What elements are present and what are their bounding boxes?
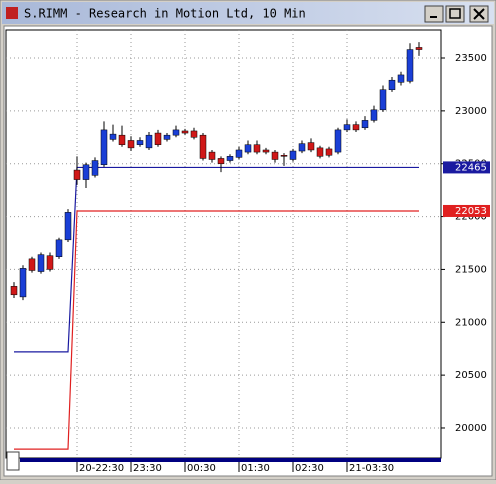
candle-body — [397, 74, 405, 83]
candle-body — [406, 49, 414, 82]
scroll-bar[interactable] — [20, 458, 441, 462]
candle-body — [352, 124, 360, 131]
candle-body — [253, 144, 261, 153]
y-tick-label: 21000 — [455, 317, 487, 328]
candle-body — [28, 258, 36, 271]
price-marker-label: 22053 — [455, 206, 487, 217]
x-tick-label: 20-22:30 — [79, 463, 124, 474]
maximize-icon — [449, 8, 461, 19]
candle-body — [262, 149, 270, 153]
candle-body — [298, 143, 306, 152]
minimize-button[interactable] — [424, 5, 444, 23]
candle-body — [100, 129, 108, 166]
price-marker — [443, 204, 490, 217]
y-tick-label: 22000 — [455, 212, 487, 223]
candle-body — [244, 144, 252, 153]
candle-body — [415, 47, 423, 50]
candle-body — [73, 169, 81, 180]
candle-body — [343, 124, 351, 131]
plot-area — [5, 29, 442, 459]
candle-body — [217, 158, 225, 164]
chart: 2000020500210002150022000225002300023500… — [6, 30, 490, 474]
candle-body — [10, 286, 18, 296]
candle-body — [136, 140, 144, 145]
candle-body — [127, 140, 135, 149]
candle-body — [91, 160, 99, 176]
y-tick-label: 20000 — [455, 423, 487, 434]
x-tick-label: 01:30 — [241, 463, 270, 474]
price-marker-label: 22465 — [455, 162, 487, 173]
candle-body — [46, 255, 54, 270]
candle-body — [181, 130, 189, 134]
y-tick-label: 23000 — [455, 106, 487, 117]
chart-title: S.RIMM - Research in Motion Ltd, 10 Min — [24, 7, 306, 21]
candle-body — [55, 239, 63, 257]
candle-body — [154, 132, 162, 145]
candle-body — [19, 268, 27, 298]
x-tick-label: 00:30 — [187, 463, 216, 474]
candle-body — [37, 254, 45, 272]
level-line — [14, 210, 419, 450]
candle-body — [325, 148, 333, 156]
candle-body — [163, 134, 171, 140]
candle-body — [208, 151, 216, 160]
candle-body — [316, 147, 324, 157]
close-icon — [473, 8, 485, 20]
candle-body — [118, 134, 126, 145]
candle-body — [145, 134, 153, 149]
candle-body — [379, 89, 387, 111]
candle-body — [109, 133, 117, 140]
app-icon — [6, 7, 18, 19]
candle-body — [307, 142, 315, 151]
candle-body — [361, 120, 369, 129]
scroll-handle[interactable] — [6, 451, 20, 471]
x-tick-label: 02:30 — [295, 463, 324, 474]
candle-body — [64, 212, 72, 241]
window-buttons — [424, 5, 489, 23]
candle-body — [334, 129, 342, 153]
level-line — [14, 166, 419, 353]
candle-body — [388, 79, 396, 90]
y-tick-label: 21500 — [455, 264, 487, 275]
candle-body — [82, 164, 90, 180]
candle-body — [190, 130, 198, 138]
price-marker — [443, 161, 490, 174]
x-tick-label: 23:30 — [133, 463, 162, 474]
title-bar — [2, 2, 494, 24]
x-tick-label: 21-03:30 — [349, 463, 394, 474]
candle-body — [172, 129, 180, 136]
candle-body — [280, 155, 288, 157]
candle-body — [226, 156, 234, 161]
candle-body — [199, 134, 207, 159]
candle-body — [370, 109, 378, 121]
candle-body — [235, 149, 243, 158]
y-tick-label: 23500 — [455, 53, 487, 64]
candle-body — [289, 150, 297, 160]
candle-body — [271, 151, 279, 160]
y-tick-label: 20500 — [455, 370, 487, 381]
